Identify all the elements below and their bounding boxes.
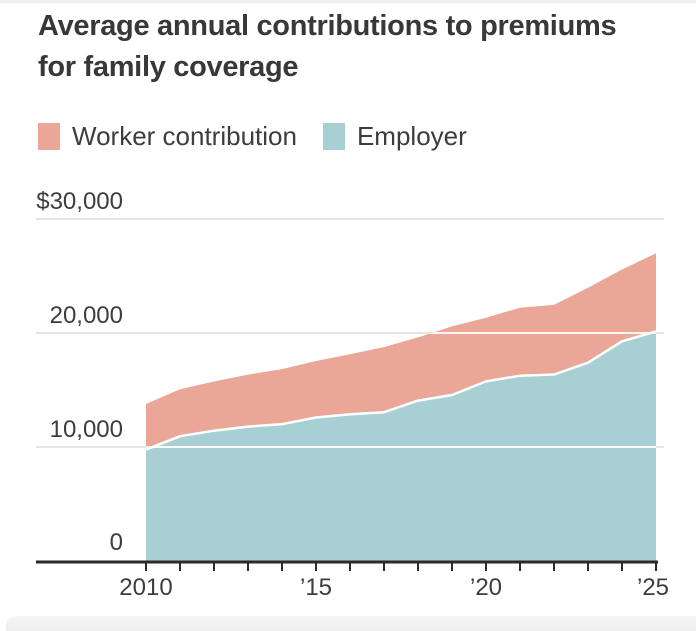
x-axis-label-2025: ’25 [636,574,670,601]
legend-item-worker-contribution: Worker contribution [38,121,297,152]
y-axis-label-30000: $30,000 [36,188,123,215]
worker-contribution-swatch-icon [38,123,60,150]
chart-title: Average annual contributions to premiums… [38,6,617,88]
x-axis-label-2020: ’20 [469,574,503,601]
legend-label-worker-contribution: Worker contribution [72,121,297,151]
top-edge-strip [0,0,696,3]
y-axis-label-10000: 10,000 [49,416,123,443]
chart-title-line2: for family coverage [38,51,299,83]
bottom-edge-strip [6,616,696,631]
legend-item-employer: Employer [322,121,467,152]
x-axis-label-2015: ’15 [299,574,333,601]
legend-label-employer: Employer [356,121,467,151]
chart-title-line1: Average annual contributions to premiums [38,10,617,42]
y-axis-label-0: 0 [109,529,123,556]
x-axis-label-2010: 2010 [119,574,173,601]
y-axis-label-20000: 20,000 [49,302,123,329]
employer-swatch-icon [322,123,345,150]
chart-legend: Worker contribution Employer [38,121,467,152]
